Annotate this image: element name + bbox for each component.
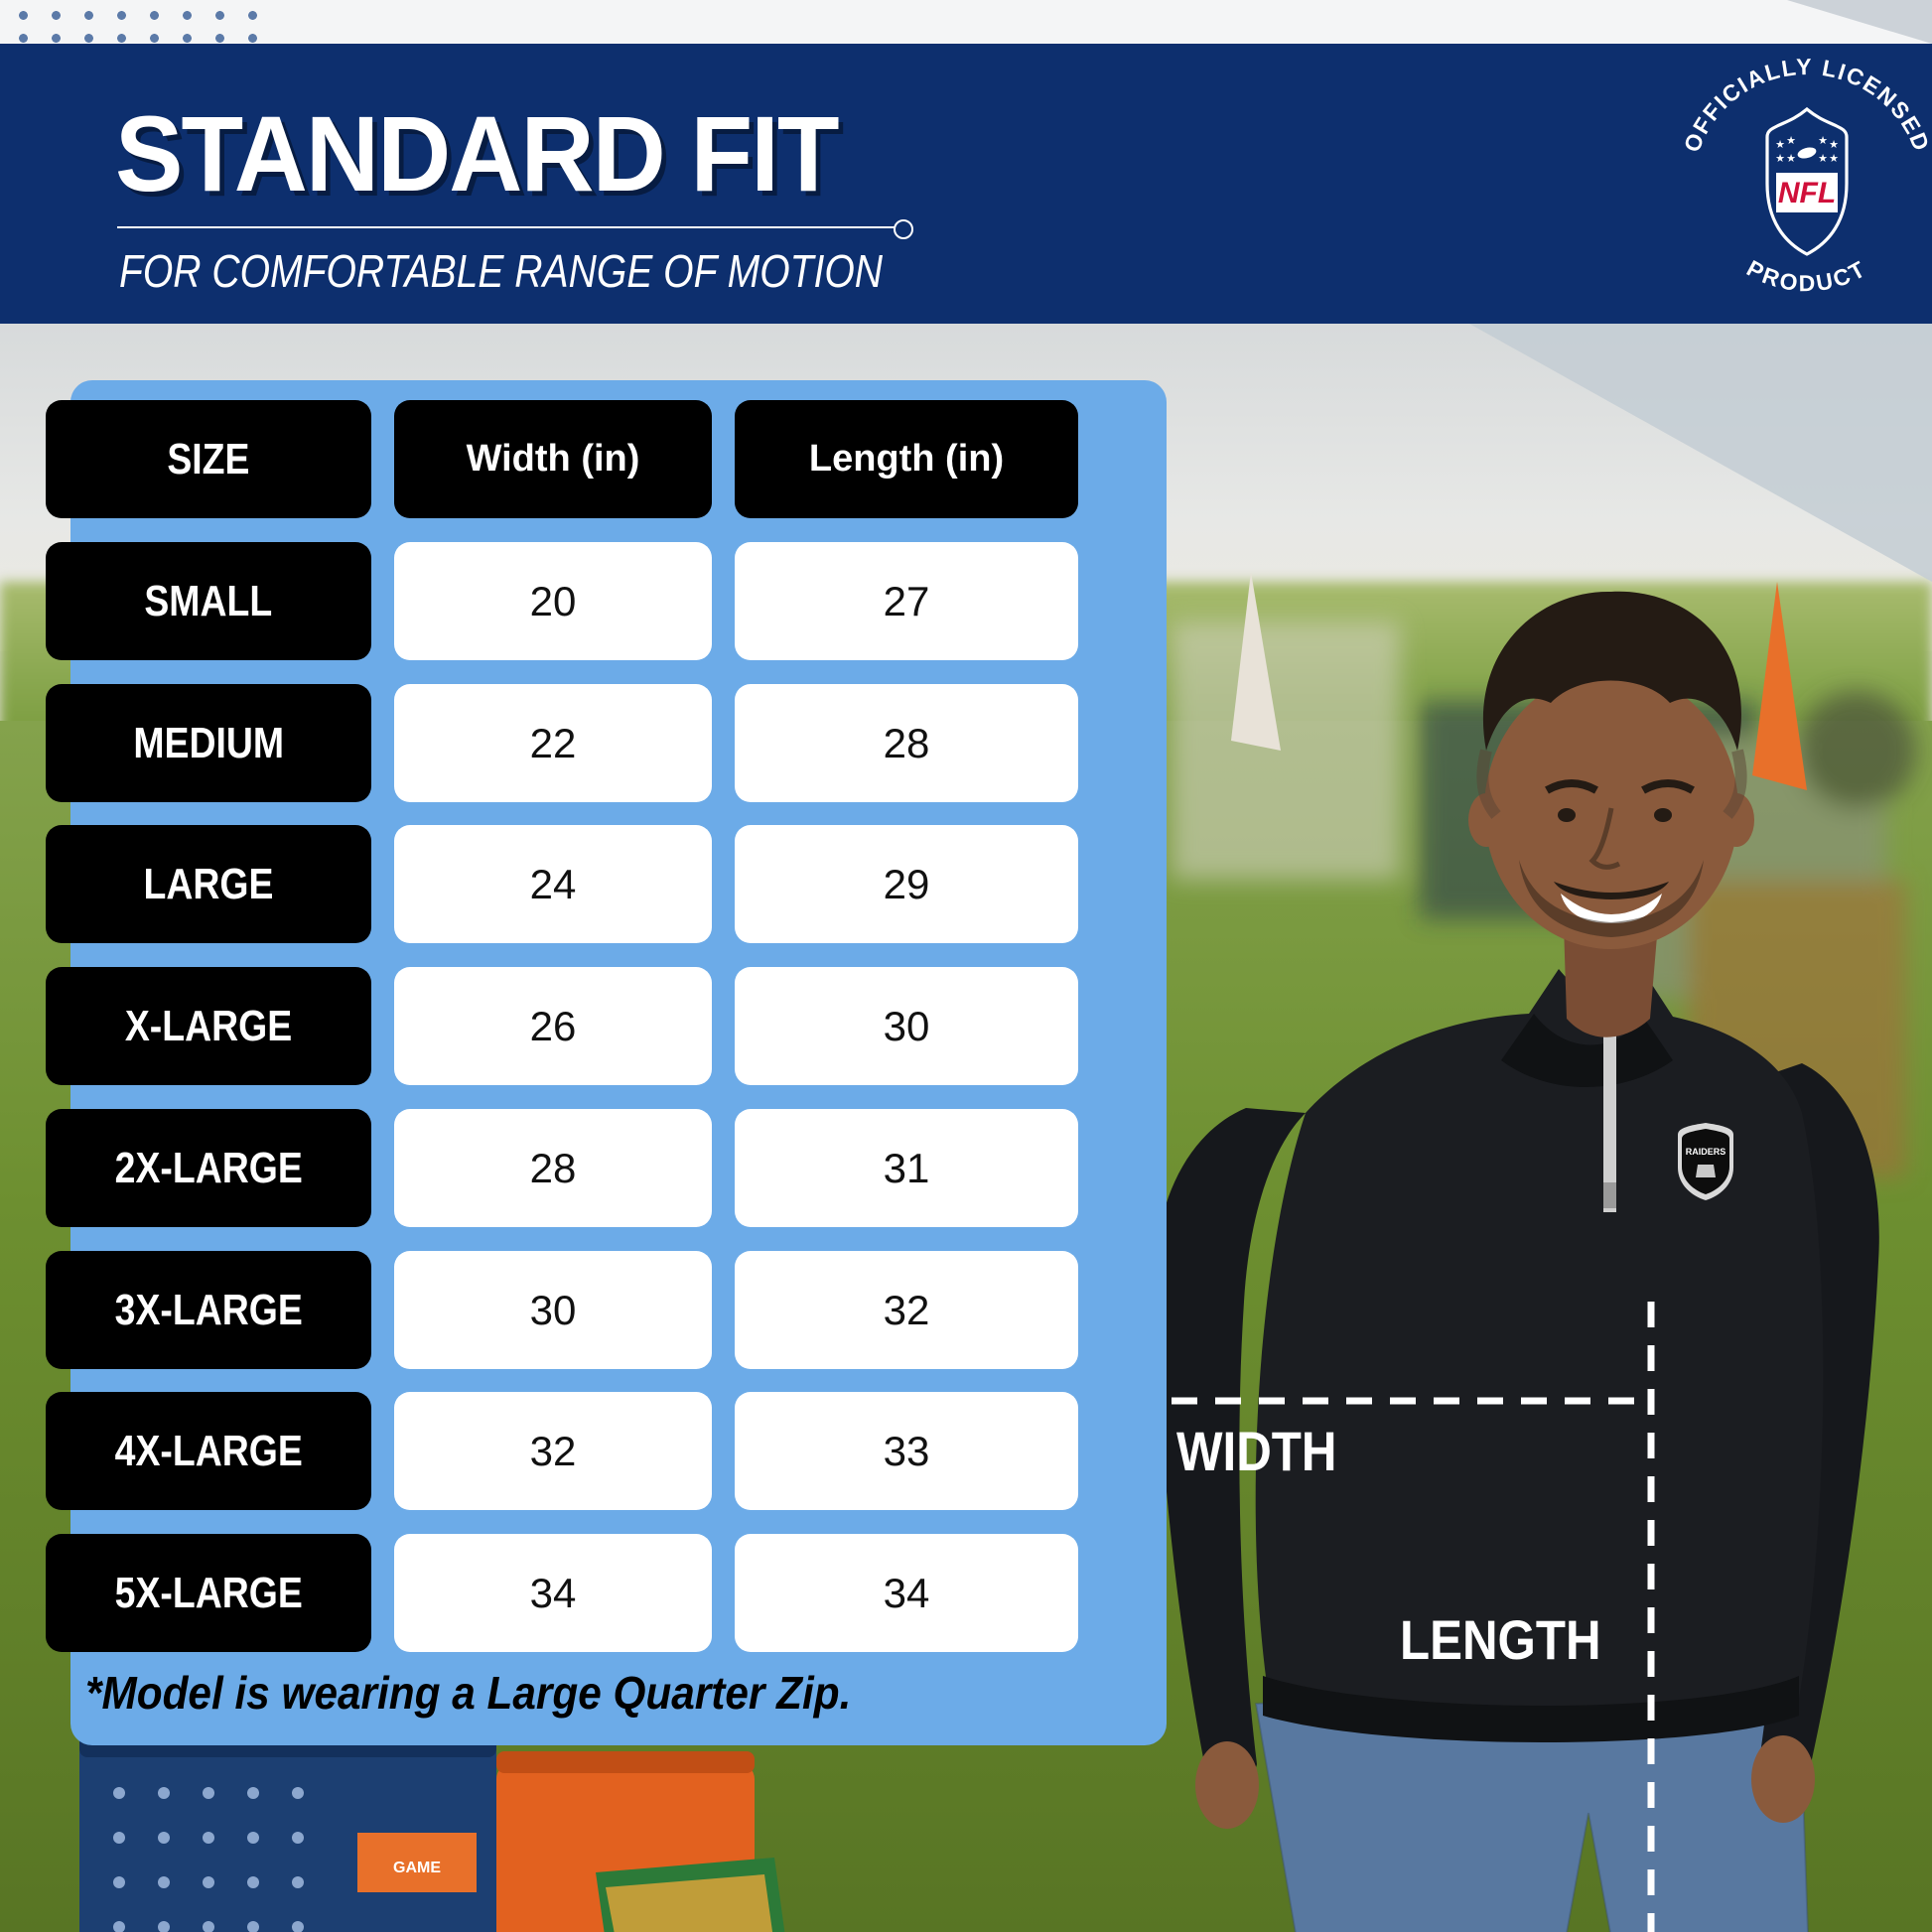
svg-text:★: ★	[1775, 153, 1785, 165]
svg-text:★: ★	[1786, 153, 1796, 165]
svg-text:★: ★	[1786, 135, 1796, 147]
svg-text:GAME: GAME	[393, 1860, 441, 1876]
svg-text:★: ★	[1818, 153, 1828, 165]
svg-text:★: ★	[1818, 135, 1828, 147]
svg-text:★: ★	[1829, 153, 1839, 165]
svg-text:★: ★	[1775, 139, 1785, 151]
svg-text:★: ★	[1829, 139, 1839, 151]
svg-text:LENGTH: LENGTH	[1400, 1609, 1601, 1672]
svg-text:NFL: NFL	[1778, 177, 1836, 209]
svg-text:RAIDERS: RAIDERS	[1686, 1147, 1726, 1157]
svg-text:WIDTH: WIDTH	[1176, 1421, 1336, 1483]
svg-text:PRODUCT: PRODUCT	[1742, 255, 1870, 297]
